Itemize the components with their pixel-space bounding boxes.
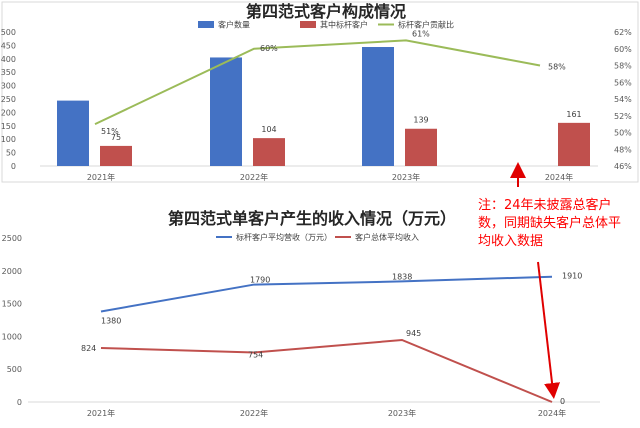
chart1-right-tick: 62% (614, 28, 632, 37)
bar-customer-count (362, 47, 394, 167)
chart2-y-axis: 0 500 1000 1500 2000 2500 (2, 234, 22, 407)
chart1-right-tick: 50% (614, 129, 632, 138)
chart1-right-tick: 56% (614, 78, 632, 87)
legend-label: 标杆客户平均营收（万元） (236, 232, 332, 242)
bar-benchmark-label: 161 (566, 110, 581, 119)
chart1-frame (1, 1, 639, 183)
chart2-x-axis: 2021年 2022年 2023年 2024年 (87, 408, 566, 418)
bar-benchmark-customers (100, 145, 132, 166)
chart1-left-tick: 100 (1, 135, 16, 144)
chart2-y-tick: 2000 (2, 267, 22, 276)
legend-label: 标杆客户贡献比 (398, 20, 454, 30)
overall-avg-revenue-label: 824 (81, 344, 96, 353)
chart1-legend: 客户数量 其中标杆客户 标杆客户贡献比 (198, 20, 454, 30)
chart1-x-tick: 2022年 (240, 172, 268, 182)
chart2-y-tick: 1000 (2, 332, 22, 341)
legend-label: 客户总体平均收入 (355, 232, 419, 242)
chart1-right-tick: 54% (614, 95, 632, 104)
chart1-x-tick: 2024年 (545, 172, 573, 182)
chart1-bars: 75 104 139 161 (57, 47, 590, 167)
chart1-right-tick: 52% (614, 112, 632, 121)
chart-customer-composition: 第四范式客户构成情况 客户数量 其中标杆客户 标杆客户贡献比 0 50 100 150 20… (1, 1, 639, 183)
chart1-right-tick: 60% (614, 45, 632, 54)
annotation-arrow-down (537, 261, 561, 399)
chart1-x-tick: 2021年 (87, 172, 115, 182)
chart1-left-tick: 450 (1, 41, 16, 50)
chart1-x-tick: 2023年 (392, 172, 420, 182)
chart1-left-tick: 250 (1, 95, 16, 104)
benchmark-avg-revenue-label: 1380 (101, 316, 121, 325)
chart2-y-tick: 500 (7, 365, 22, 374)
bar-benchmark-label: 75 (111, 133, 121, 142)
chart1-right-axis: 46% 48% 50% 52% 54% 56% 58% 60% 62% (614, 28, 632, 171)
chart2-legend: 标杆客户平均营收（万元） 客户总体平均收入 (216, 232, 419, 242)
line-benchmark-share-label: 51% (101, 127, 119, 136)
chart1-x-axis: 2021年 2022年 2023年 2024年 (87, 172, 573, 182)
overall-avg-revenue-label: 0 (560, 397, 565, 406)
chart1-left-tick: 350 (1, 68, 16, 77)
line-benchmark-share-label: 61% (412, 29, 430, 38)
legend-swatch-bar (300, 21, 316, 28)
legend-swatch-bar (198, 21, 214, 28)
chart2-x-tick: 2024年 (538, 408, 566, 418)
benchmark-avg-revenue-label: 1790 (250, 276, 270, 285)
chart1-left-tick: 150 (1, 122, 16, 131)
annotation: 注：24年未披露总客户 数，同期缺失客户总体平 均收入数据 (478, 162, 621, 399)
legend-label: 其中标杆客户 (320, 20, 368, 30)
chart1-title: 第四范式客户构成情况 (246, 2, 406, 21)
bar-customer-count (210, 57, 242, 166)
chart2-y-tick: 2500 (2, 234, 22, 243)
chart1-left-tick: 200 (1, 108, 16, 117)
chart1-right-tick: 58% (614, 62, 632, 71)
overall-avg-revenue-label: 754 (248, 351, 263, 360)
chart1-left-tick: 500 (1, 28, 16, 37)
bar-benchmark-customers (253, 138, 285, 166)
line-benchmark-share-label: 60% (260, 44, 278, 53)
legend-label: 客户数量 (218, 20, 250, 30)
bar-benchmark-customers (405, 128, 437, 166)
chart2-y-tick: 0 (17, 398, 22, 407)
chart2-x-tick: 2023年 (388, 408, 416, 418)
bar-customer-count (57, 100, 89, 166)
chart2-y-tick: 1500 (2, 300, 22, 309)
chart2-line-series: 1380 1790 1838 1910 824 754 945 0 (81, 272, 582, 406)
chart1-left-tick: 400 (1, 55, 16, 64)
annotation-line-3: 均收入数据 (478, 234, 543, 249)
bar-benchmark-label: 139 (413, 116, 428, 125)
line-benchmark-share (94, 39, 541, 126)
overall-avg-revenue-label: 945 (406, 329, 421, 338)
chart1-line-series: 51% 60% 61% 58% (94, 29, 566, 136)
chart2-title: 第四范式单客户产生的收入情况（万元） (168, 209, 456, 228)
line-benchmark-share-label: 58% (548, 63, 566, 72)
chart-revenue-per-customer: 第四范式单客户产生的收入情况（万元） 标杆客户平均营收（万元） 客户总体平均收入 … (2, 209, 600, 418)
bar-benchmark-label: 104 (261, 125, 276, 134)
chart1-left-tick: 300 (1, 82, 16, 91)
benchmark-avg-revenue-label: 1910 (562, 272, 582, 281)
chart2-x-tick: 2021年 (87, 408, 115, 418)
chart1-left-axis: 0 50 100 150 200 250 300 350 400 450 500 (1, 28, 16, 171)
benchmark-avg-revenue-label: 1838 (392, 272, 412, 281)
line-benchmark-avg-revenue (100, 275, 553, 313)
chart1-right-tick: 46% (614, 162, 632, 171)
line-overall-avg-revenue (100, 338, 553, 403)
chart1-left-tick: 0 (11, 162, 16, 171)
chart2-x-tick: 2022年 (240, 408, 268, 418)
chart1-right-tick: 48% (614, 145, 632, 154)
annotation-line-1: 注：24年未披露总客户 (478, 197, 612, 213)
bar-benchmark-customers (558, 122, 590, 166)
annotation-line-2: 数，同期缺失客户总体平 (478, 215, 621, 231)
chart1-left-tick: 50 (6, 149, 16, 158)
